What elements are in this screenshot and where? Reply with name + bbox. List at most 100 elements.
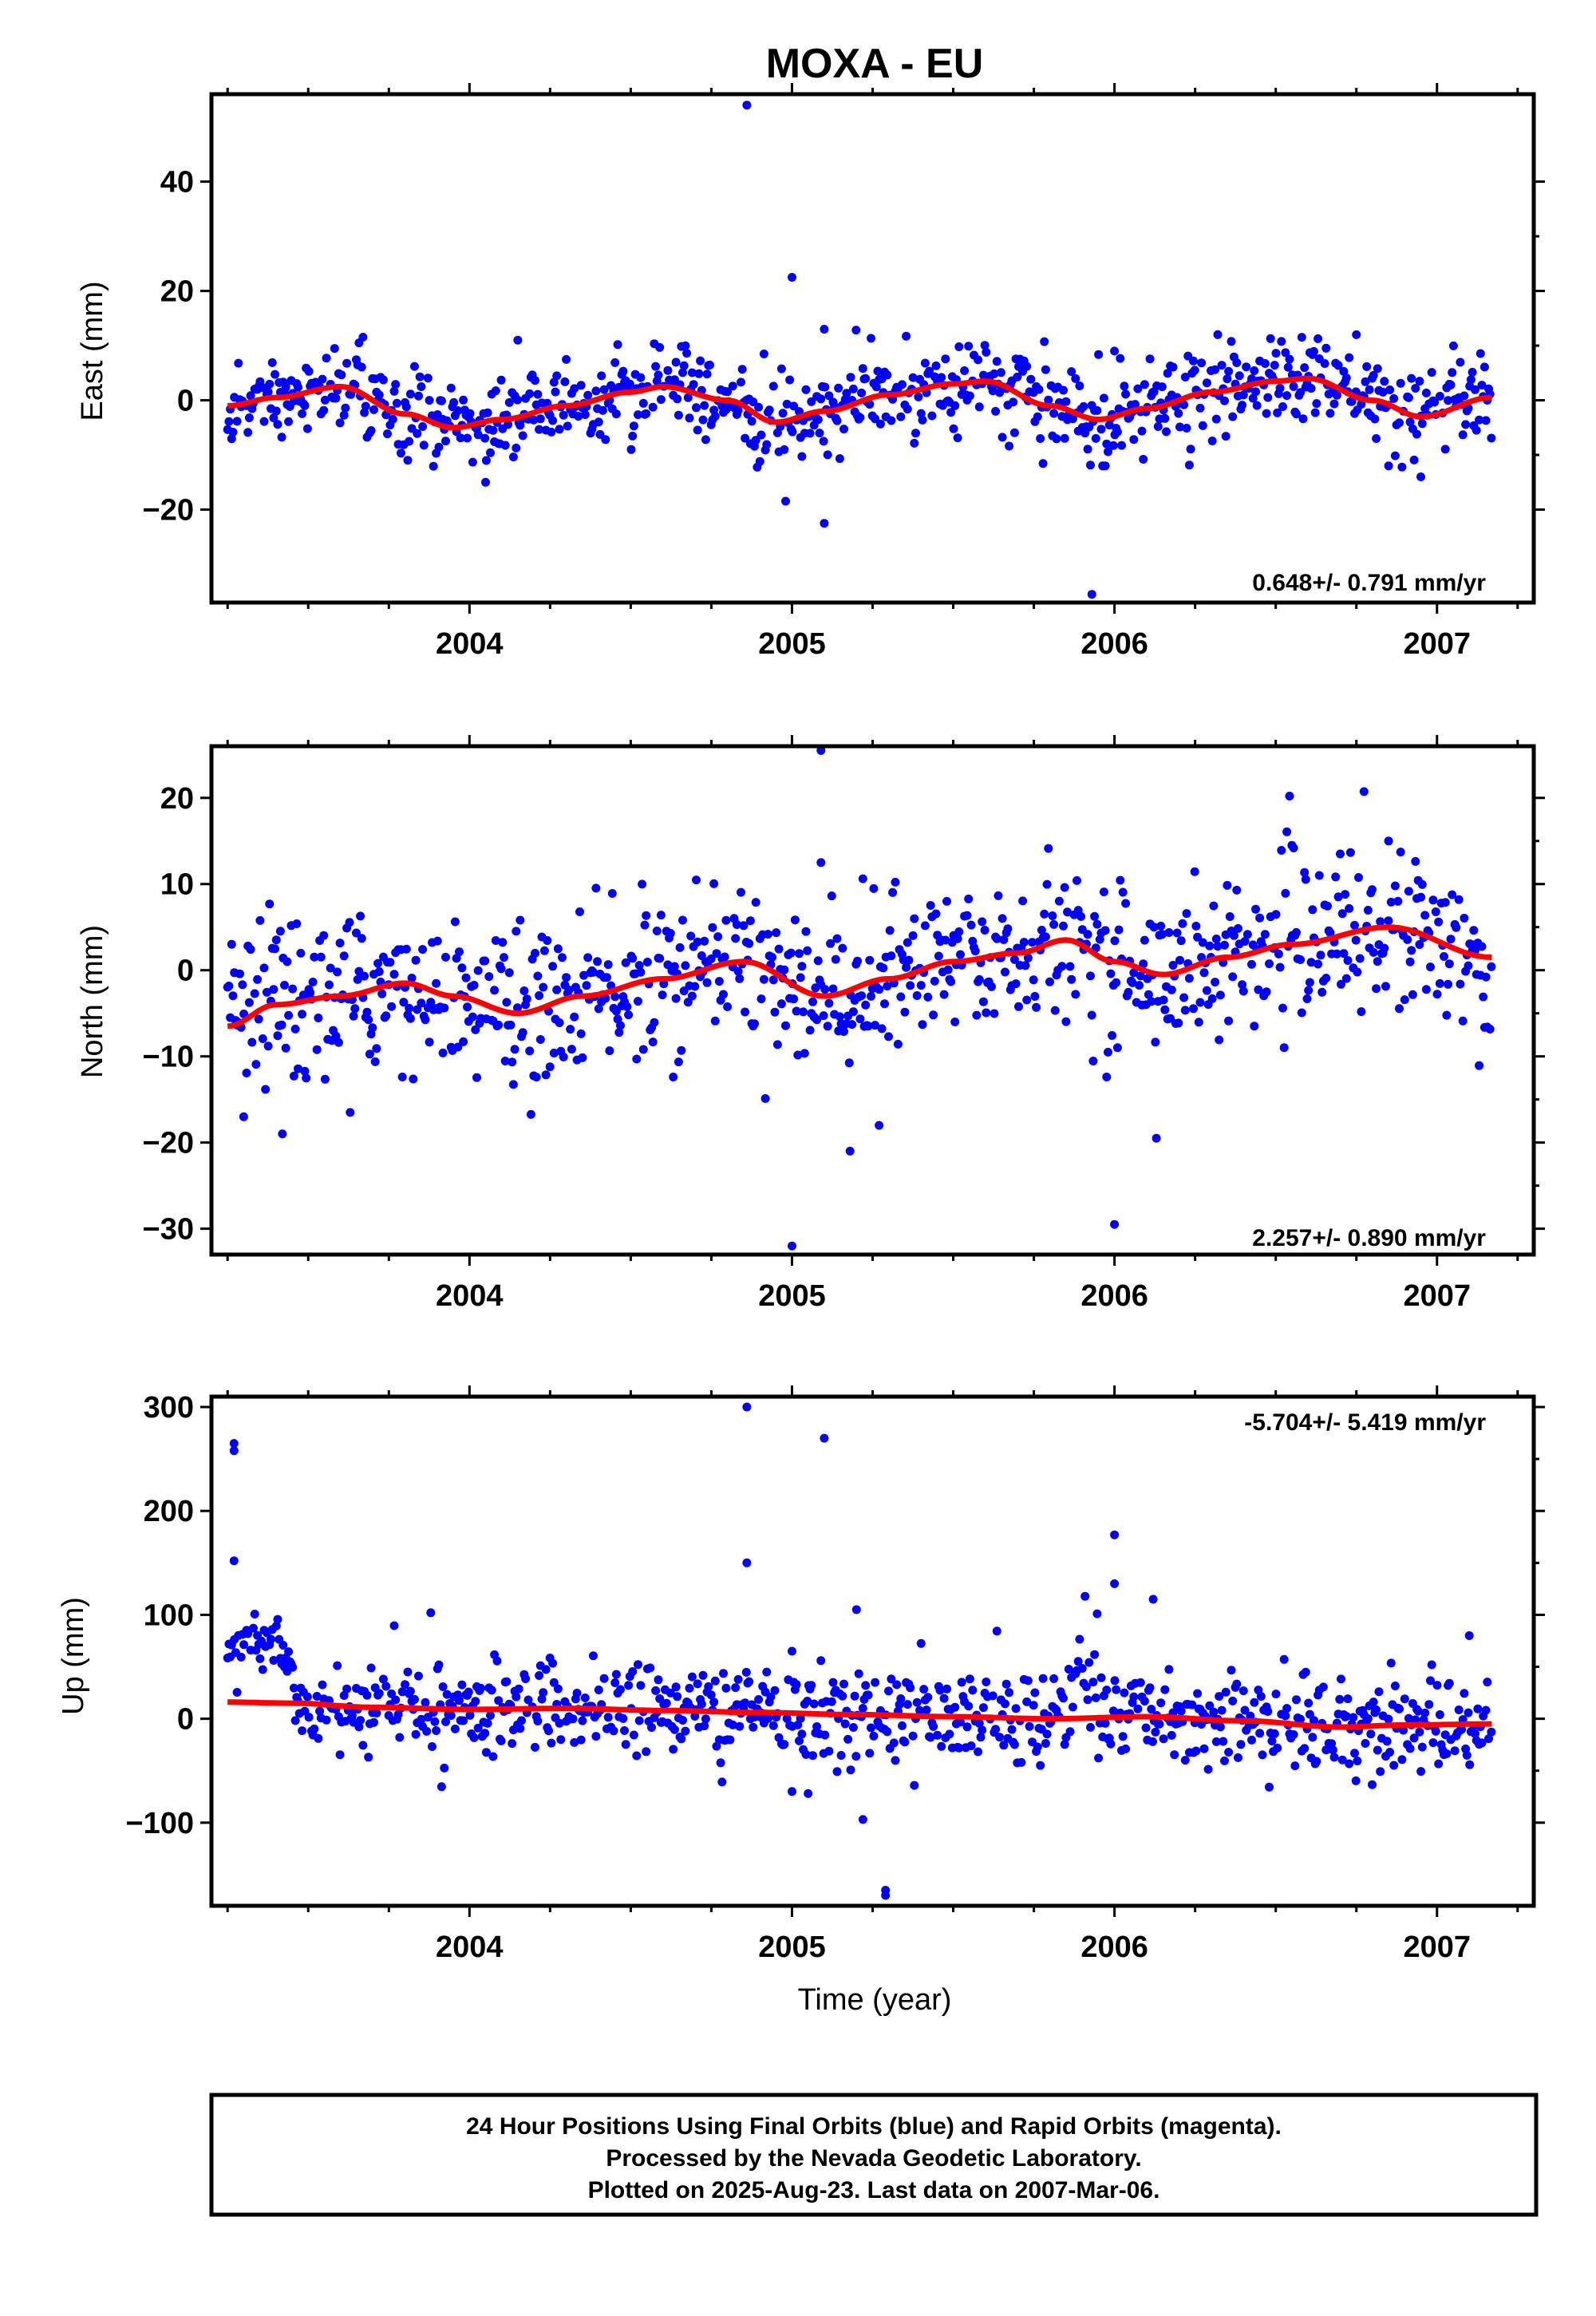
up-point [933,1730,942,1740]
up-point [342,1684,352,1694]
up-point [1473,1704,1483,1713]
up-point [1009,1740,1019,1749]
up-point [976,1733,986,1742]
north-point [781,1021,790,1030]
up-point [780,1740,789,1749]
north-point [686,931,696,941]
up-point [1373,1745,1382,1755]
up-point [999,1741,1009,1750]
up-point [1145,1683,1155,1693]
north-point [525,1046,535,1056]
up-point [304,1713,314,1722]
up-point [516,1724,525,1733]
north-point [1302,994,1312,1003]
east-point [1347,397,1357,406]
up-point [988,1691,998,1701]
north-point [1205,941,1215,951]
up-point [995,1733,1005,1742]
up-point [1086,1722,1095,1732]
east-point [1378,387,1388,397]
up-point [725,1735,735,1745]
east-point [234,358,243,368]
up-point [464,1687,473,1697]
east-point [1427,368,1436,377]
up-point [677,1734,686,1744]
north-point [508,1057,517,1067]
up-point [892,1680,902,1690]
up-point [1415,1727,1424,1737]
up-point [1435,1710,1444,1719]
east-point [1086,460,1095,470]
east-point [319,405,329,415]
up-point [1413,1706,1423,1716]
north-point [1211,978,1220,987]
up-point [673,1692,682,1701]
east-point [626,445,636,454]
up-point [982,1678,991,1686]
east-point [1163,369,1172,378]
up-point [827,1697,836,1706]
up-point [646,1663,655,1673]
north-point [269,985,279,994]
east-point [547,427,556,437]
up-point [704,1682,713,1691]
up-point [1335,1694,1345,1704]
up-point [610,1678,620,1687]
east-point [1232,358,1242,367]
north-point [526,1109,535,1119]
north-point [385,958,395,967]
north-point [281,1043,290,1053]
north-point [468,1012,477,1022]
east-point [998,433,1007,442]
up-point [634,1660,642,1670]
east-point [518,431,527,441]
north-point [720,952,729,962]
east-point [1430,397,1440,407]
up-point [1136,1678,1145,1687]
east-point [1415,377,1424,386]
east-point [1175,422,1184,432]
north-point [362,1007,372,1017]
up-point [670,1725,679,1734]
north-point [320,1074,330,1084]
east-point [1160,413,1170,423]
up-point [1219,1737,1228,1746]
north-point [259,963,269,973]
up-point [1434,1759,1444,1769]
north-point [943,965,953,974]
north-point [768,975,778,985]
east-point [1306,384,1316,393]
up-point [1341,1712,1351,1721]
east-point [1145,354,1155,364]
north-point [1285,792,1294,800]
north-outlier-point [1110,1219,1120,1229]
north-point [1022,995,1032,1005]
up-point [455,1696,464,1705]
up-point [1431,1726,1440,1736]
up-point [820,1730,830,1740]
north-point [1373,957,1382,966]
north-point [934,951,943,961]
east-point [908,373,918,382]
east-point [563,421,572,431]
east-point [1250,366,1259,375]
north-point [1121,899,1131,908]
up-point [389,1621,399,1630]
up-point [1112,1685,1121,1694]
north-point [1073,875,1081,885]
east-point [481,456,491,465]
east-point [269,413,279,423]
north-point [1054,896,1064,906]
east-point [1174,409,1183,418]
up-point [239,1640,249,1650]
north-point [1191,921,1201,931]
up-point [1405,1744,1415,1753]
east-point [339,410,349,420]
up-point [883,1727,892,1737]
east-point [330,344,339,354]
north-point [1353,967,1362,977]
up-xtick-label: 2004 [436,1931,504,1964]
north-point [1164,928,1174,937]
east-point [1040,337,1049,346]
north-point [824,998,834,1008]
